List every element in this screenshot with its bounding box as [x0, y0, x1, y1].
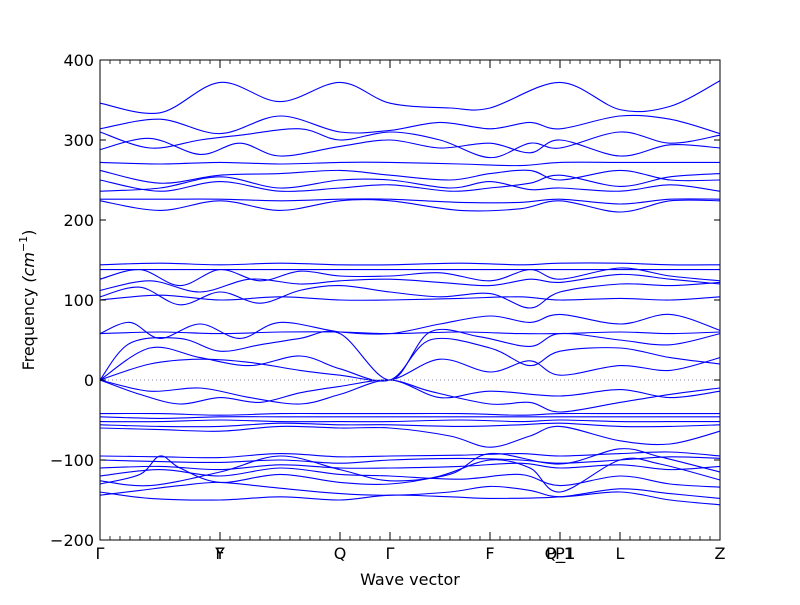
band-3	[99, 455, 721, 493]
y-tick-label: 400	[63, 51, 94, 70]
band-15	[99, 379, 721, 405]
y-tick-label: 100	[63, 291, 94, 310]
band-6	[99, 462, 721, 471]
x-axis-title: Wave vector	[360, 570, 460, 589]
band-9	[99, 425, 721, 448]
band-31	[99, 169, 721, 184]
band-1	[99, 481, 721, 506]
band-23	[99, 273, 721, 293]
y-tick-label: 300	[63, 131, 94, 150]
band-5	[99, 467, 721, 488]
band-22	[99, 281, 721, 309]
band-30	[99, 173, 721, 192]
band-34	[99, 128, 721, 159]
band-20	[99, 313, 721, 339]
band-29	[99, 176, 721, 192]
x-tick-label: L	[616, 544, 625, 563]
band-27	[99, 199, 721, 213]
band-4	[99, 448, 721, 487]
x-tick-label: P_1	[546, 544, 574, 564]
band-28	[100, 198, 721, 205]
band-8	[99, 451, 721, 459]
band-11	[99, 419, 720, 423]
y-axis-title: Frequency (cm−1)	[17, 230, 38, 371]
y-tick-label: −100	[50, 451, 94, 470]
y-axis-title-unit: (cm	[19, 252, 38, 283]
y-axis-title-exponent: −1	[17, 236, 30, 252]
band-14	[99, 379, 721, 413]
x-tick-label-overlay: P	[555, 544, 565, 563]
x-tick-label-overlay: Q_1	[545, 544, 576, 564]
band-10	[99, 422, 721, 428]
x-tick-label: F	[485, 544, 494, 563]
y-tick-label: −200	[50, 531, 94, 550]
y-axis-title-close: )	[19, 230, 38, 236]
band-35	[99, 114, 721, 135]
band-19	[99, 331, 721, 335]
x-tick-label: Γ	[386, 544, 395, 563]
band-16	[99, 357, 721, 382]
y-tick-label: 200	[63, 211, 94, 230]
y-axis-title-main: Frequency	[19, 283, 38, 371]
band-26	[99, 262, 721, 266]
x-ticks-layer: Γ Y Q Γ F P_1 L Z F PQ_1	[96, 60, 726, 564]
x-tick-label: Z	[715, 544, 726, 563]
band-7	[99, 456, 721, 464]
y-tick-label: 0	[84, 371, 94, 390]
band-13	[99, 412, 720, 416]
x-tick-label: Γ	[96, 544, 105, 563]
band-32	[99, 161, 720, 167]
x-tick-label: Q	[334, 544, 347, 563]
band-24	[99, 267, 721, 287]
x-tick-label: Y	[214, 544, 225, 563]
x-tick-label-overlay: F	[215, 544, 224, 563]
band-18	[99, 328, 721, 381]
band-36	[99, 80, 721, 114]
band-33	[99, 137, 721, 157]
band-21	[99, 294, 721, 301]
band-12	[99, 416, 720, 419]
y-ticks-layer: −200 −100 0 100 200 300 400	[50, 51, 720, 550]
band-2	[99, 488, 721, 501]
bands-layer	[99, 80, 721, 506]
